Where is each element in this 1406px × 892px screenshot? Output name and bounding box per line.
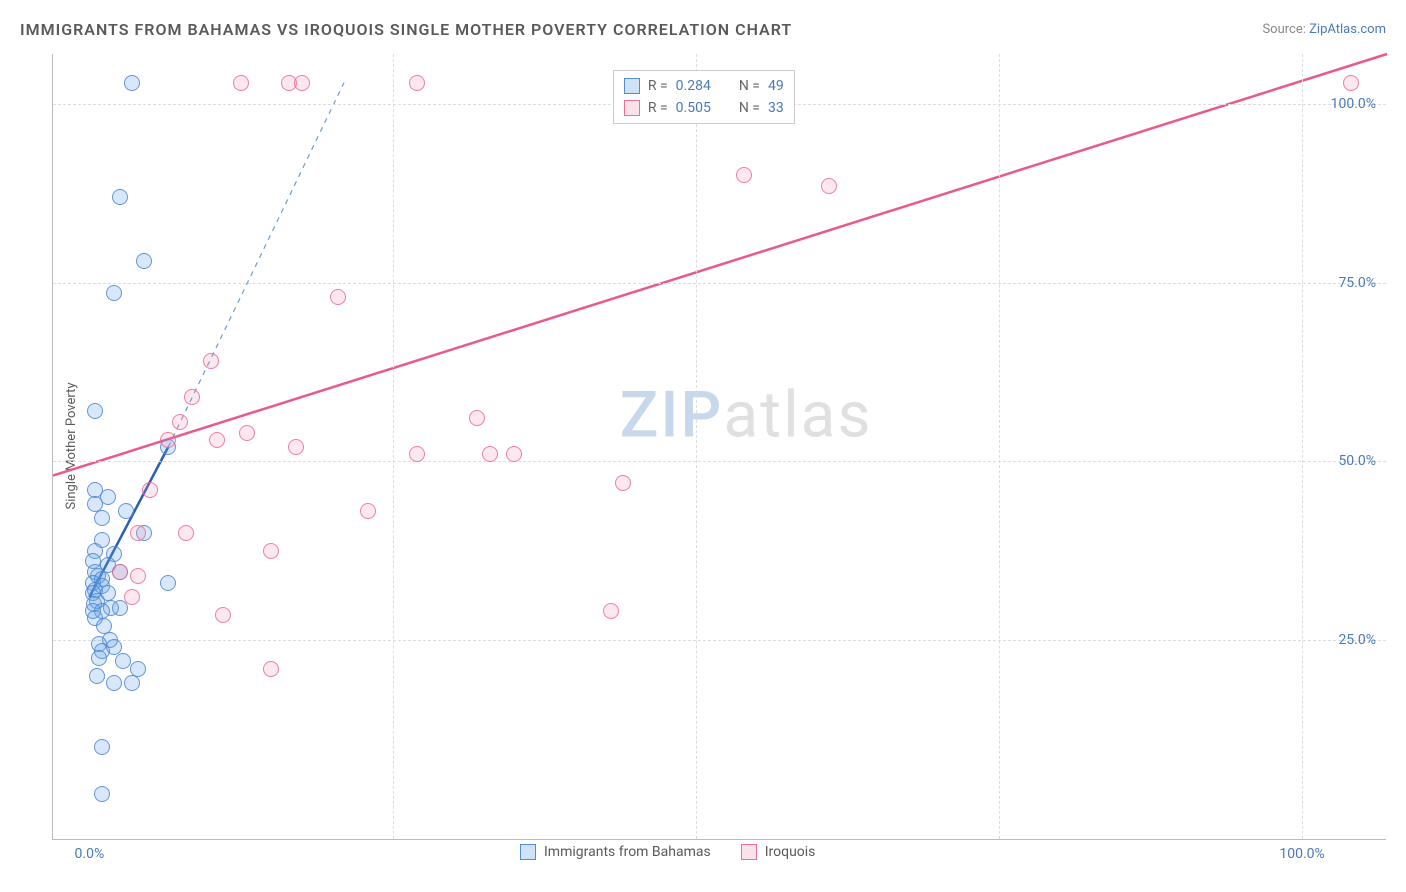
data-point-bahamas — [94, 510, 110, 526]
data-point-bahamas — [118, 503, 134, 519]
data-point-iroquois — [239, 425, 255, 441]
legend-swatch-pink — [624, 100, 640, 116]
data-point-bahamas — [91, 650, 107, 666]
x-tick-label: 100.0% — [1279, 846, 1324, 862]
legend-item-label: Immigrants from Bahamas — [544, 844, 711, 860]
chart-title: IMMIGRANTS FROM BAHAMAS VS IROQUOIS SING… — [20, 20, 792, 39]
data-point-iroquois — [203, 353, 219, 369]
data-point-bahamas — [94, 739, 110, 755]
legend-item: Immigrants from Bahamas — [520, 844, 711, 860]
data-point-iroquois — [360, 503, 376, 519]
legend-item: Iroquois — [741, 844, 816, 860]
y-tick-label: 25.0% — [1338, 632, 1376, 648]
data-point-iroquois — [330, 289, 346, 305]
data-point-iroquois — [209, 432, 225, 448]
data-point-iroquois — [288, 439, 304, 455]
legend-item-label: Iroquois — [765, 844, 816, 860]
x-tick-label: 0.0% — [75, 846, 105, 862]
data-point-bahamas — [136, 253, 152, 269]
legend-row: R = 0.505 N = 33 — [624, 97, 784, 119]
data-point-iroquois — [130, 568, 146, 584]
source-link[interactable]: ZipAtlas.com — [1309, 22, 1386, 37]
gridline-h — [53, 640, 1386, 641]
source-label: Source: ZipAtlas.com — [1262, 22, 1386, 37]
gridline-v — [393, 54, 394, 839]
source-prefix: Source: — [1262, 22, 1305, 37]
legend-series: Immigrants from Bahamas Iroquois — [520, 844, 815, 860]
gridline-v — [696, 54, 697, 839]
data-point-iroquois — [142, 482, 158, 498]
legend-n-value: 49 — [768, 78, 784, 94]
y-tick-label: 50.0% — [1338, 453, 1376, 469]
data-point-iroquois — [178, 525, 194, 541]
watermark-atlas: atlas — [723, 378, 872, 453]
data-point-bahamas — [94, 786, 110, 802]
watermark-zip: ZIP — [620, 378, 724, 453]
data-point-iroquois — [172, 414, 188, 430]
legend-n-label: N = — [739, 100, 760, 116]
data-point-iroquois — [409, 446, 425, 462]
legend-r-value: 0.284 — [676, 78, 711, 94]
data-point-bahamas — [89, 668, 105, 684]
gridline-h — [53, 461, 1386, 462]
data-point-iroquois — [184, 389, 200, 405]
data-point-bahamas — [124, 675, 140, 691]
legend-row: R = 0.284 N = 49 — [624, 75, 784, 97]
legend-swatch-blue — [624, 78, 640, 94]
watermark: ZIPatlas — [620, 378, 873, 453]
data-point-iroquois — [821, 178, 837, 194]
trend-lines-svg — [53, 54, 1386, 839]
legend-n-label: N = — [739, 78, 760, 94]
data-point-iroquois — [294, 75, 310, 91]
data-point-bahamas — [124, 75, 140, 91]
plot-area: ZIPatlas 25.0%50.0%75.0%100.0%0.0%100.0%… — [52, 54, 1386, 840]
legend-r-label: R = — [648, 100, 668, 116]
data-point-iroquois — [736, 167, 752, 183]
gridline-h — [53, 283, 1386, 284]
data-point-iroquois — [506, 446, 522, 462]
gridline-v — [999, 54, 1000, 839]
data-point-iroquois — [215, 607, 231, 623]
data-point-iroquois — [469, 410, 485, 426]
data-point-iroquois — [130, 525, 146, 541]
y-tick-label: 75.0% — [1338, 275, 1376, 291]
data-point-iroquois — [409, 75, 425, 91]
legend-swatch-pink — [741, 844, 757, 860]
gridline-v — [1302, 54, 1303, 839]
data-point-iroquois — [482, 446, 498, 462]
data-point-iroquois — [112, 564, 128, 580]
y-tick-label: 100.0% — [1331, 96, 1376, 112]
data-point-bahamas — [87, 403, 103, 419]
data-point-iroquois — [124, 589, 140, 605]
data-point-bahamas — [160, 575, 176, 591]
data-point-bahamas — [106, 285, 122, 301]
legend-r-value: 0.505 — [676, 100, 711, 116]
legend-correlation: R = 0.284 N = 49 R = 0.505 N = 33 — [613, 70, 795, 124]
data-point-bahamas — [112, 189, 128, 205]
data-point-iroquois — [603, 603, 619, 619]
data-point-iroquois — [1343, 75, 1359, 91]
data-point-iroquois — [263, 661, 279, 677]
legend-r-label: R = — [648, 78, 668, 94]
data-point-iroquois — [263, 543, 279, 559]
legend-swatch-blue — [520, 844, 536, 860]
data-point-iroquois — [160, 432, 176, 448]
data-point-iroquois — [615, 475, 631, 491]
data-point-iroquois — [233, 75, 249, 91]
legend-n-value: 33 — [768, 100, 784, 116]
data-point-bahamas — [106, 675, 122, 691]
